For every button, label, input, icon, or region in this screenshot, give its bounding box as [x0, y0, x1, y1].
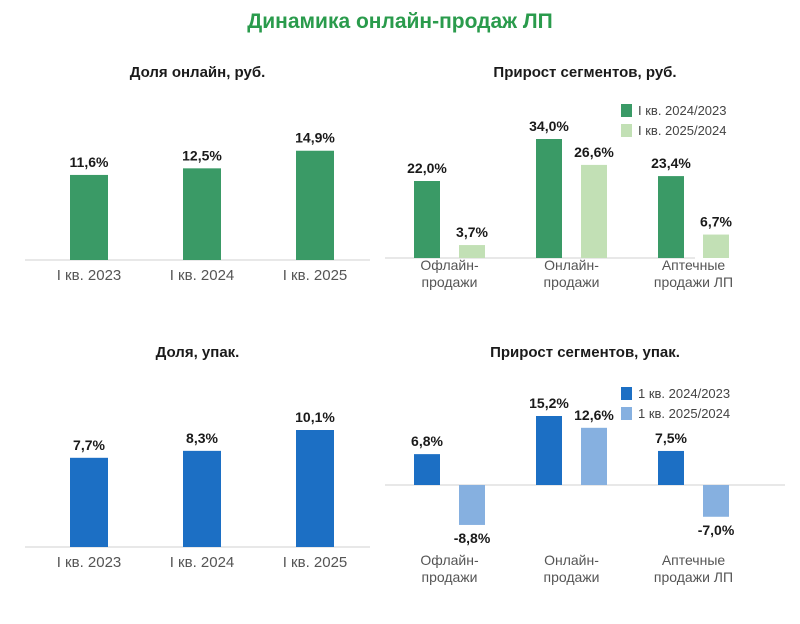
legend-item: 1 кв. 2024/2023 — [621, 383, 730, 403]
legend-label: 1 кв. 2025/2024 — [638, 405, 731, 421]
chart-title: Прирост сегментов, руб. — [493, 64, 677, 81]
legend-label: I кв. 2024/2023 — [638, 102, 727, 118]
legend: 1 кв. 2024/2023 1 кв. 2025/2024 — [621, 383, 730, 423]
data-label: 7,5% — [655, 430, 687, 446]
x-tick-label: I кв. 2025 — [283, 267, 348, 284]
data-label: 6,8% — [411, 433, 443, 449]
bar — [414, 454, 440, 485]
x-tick-label: продажи — [544, 569, 600, 585]
legend-swatch — [621, 406, 632, 420]
x-tick-label: I кв. 2024 — [170, 267, 235, 284]
chart-title: Доля онлайн, руб. — [129, 64, 266, 81]
bar — [703, 485, 729, 517]
x-tick-label: Офлайн- — [420, 552, 479, 568]
data-label: 26,6% — [574, 144, 614, 160]
chart-segment-growth-pack: Прирост сегментов, упак. 1 кв. 2024/2023… — [385, 340, 785, 590]
chart-svg: 22,0% 3,7% Офлайн-продажи 34,0% 26,6% Онлайн-… — [385, 118, 733, 290]
data-label: 15,2% — [529, 395, 569, 411]
x-tick-label: продажи — [422, 274, 478, 290]
data-label: 10,1% — [295, 409, 335, 425]
bar — [658, 450, 684, 485]
page-title: Динамика онлайн-продаж ЛП — [247, 10, 553, 33]
bar — [459, 245, 485, 258]
bar — [459, 485, 485, 525]
bar — [296, 150, 334, 260]
x-tick-label: Онлайн- — [544, 552, 599, 568]
bar — [703, 234, 729, 258]
legend-item: I кв. 2024/2023 — [621, 100, 727, 120]
bar — [70, 174, 108, 260]
bar — [658, 176, 684, 258]
data-label: 7,7% — [73, 437, 105, 453]
legend-item: 1 кв. 2025/2024 — [621, 403, 730, 423]
x-tick-label: Офлайн- — [420, 257, 479, 273]
bar — [183, 168, 221, 260]
chart-share-pack: Доля, упак. 7,7% I кв. 2023 8,3% I кв. 2024… — [25, 340, 370, 590]
x-tick-label: Онлайн- — [544, 257, 599, 273]
chart-svg: 11,6% I кв. 2023 12,5% I кв. 2024 14,9% I кв.… — [25, 130, 370, 284]
x-tick-label: продажи ЛП — [654, 274, 733, 290]
bar — [581, 164, 607, 258]
legend-label: 1 кв. 2024/2023 — [638, 385, 731, 401]
x-tick-label: Аптечные — [662, 257, 726, 273]
data-label: 23,4% — [651, 155, 691, 171]
data-label: 14,9% — [295, 130, 335, 146]
data-label: 11,6% — [70, 154, 109, 170]
data-label: 8,3% — [186, 430, 218, 446]
bar — [70, 457, 108, 547]
x-tick-label: продажи ЛП — [654, 569, 733, 585]
legend-swatch — [621, 123, 632, 137]
x-tick-label: продажи — [544, 274, 600, 290]
legend: I кв. 2024/2023 I кв. 2025/2024 — [621, 100, 727, 140]
data-label: 22,0% — [407, 160, 447, 176]
chart-online-share-rub: Доля онлайн, руб. 11,6% I кв. 2023 12,5% I … — [25, 60, 370, 300]
chart-segment-growth-rub: Прирост сегментов, руб. I кв. 2024/2023 … — [385, 60, 785, 300]
x-tick-label: Аптечные — [662, 552, 726, 568]
bar — [296, 430, 334, 547]
data-label: 12,5% — [182, 147, 222, 163]
x-tick-label: I кв. 2023 — [57, 267, 122, 284]
legend-item: I кв. 2025/2024 — [621, 120, 727, 140]
bar — [183, 450, 221, 547]
legend-swatch — [621, 386, 632, 400]
x-tick-label: I кв. 2023 — [57, 554, 122, 571]
chart-svg: 6,8% -8,8% Офлайн-продажи 15,2% 12,6% Онлайн-… — [385, 395, 785, 585]
bar — [536, 416, 562, 485]
data-label: -8,8% — [454, 530, 491, 546]
x-tick-label: I кв. 2024 — [170, 554, 235, 571]
data-label: 3,7% — [456, 224, 488, 240]
data-label: 34,0% — [529, 118, 569, 134]
data-label: 12,6% — [574, 407, 614, 423]
chart-title: Доля, упак. — [155, 344, 240, 361]
chart-title: Прирост сегментов, упак. — [490, 344, 680, 361]
legend-swatch — [621, 103, 632, 117]
data-label: -7,0% — [698, 522, 735, 538]
bar — [581, 427, 607, 485]
bar — [536, 139, 562, 258]
data-label: 6,7% — [700, 214, 732, 230]
chart-svg: 7,7% I кв. 2023 8,3% I кв. 2024 10,1% I кв. 2… — [25, 409, 370, 571]
bar — [414, 181, 440, 258]
x-tick-label: продажи — [422, 569, 478, 585]
x-tick-label: I кв. 2025 — [283, 554, 348, 571]
legend-label: I кв. 2025/2024 — [638, 122, 727, 138]
